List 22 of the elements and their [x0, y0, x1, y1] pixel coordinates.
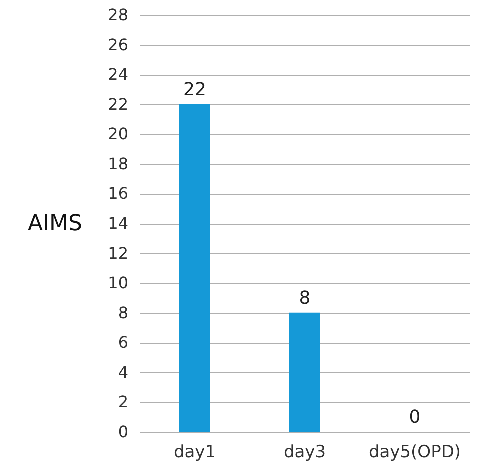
y-tick-label: 20: [108, 124, 128, 144]
y-tick-label: 28: [108, 6, 128, 24]
y-tick-label: 8: [118, 303, 128, 322]
y-tick-label: 10: [108, 274, 128, 293]
y-tick-label: 18: [108, 154, 128, 174]
y-tick-label: 6: [118, 333, 128, 352]
y-tick-label: 4: [118, 362, 128, 382]
y-tick-label: 14: [108, 214, 128, 233]
y-tick-label: 12: [108, 244, 128, 263]
y-tick-label: 24: [108, 65, 128, 84]
y-tick-label: 26: [108, 35, 128, 54]
y-tick-label: 2: [118, 392, 128, 412]
data-label: 22: [184, 79, 206, 100]
x-tick-label: day5(OPD): [368, 442, 462, 462]
data-label: 8: [299, 288, 311, 309]
x-tick-label: day1: [174, 442, 216, 462]
y-tick-label: 0: [118, 422, 128, 442]
y-axis-title: AIMS: [28, 212, 82, 236]
data-label: 0: [409, 407, 421, 428]
x-tick-label: day3: [284, 442, 326, 462]
y-tick-label: 16: [108, 184, 128, 204]
y-tick-label: 22: [108, 94, 128, 114]
